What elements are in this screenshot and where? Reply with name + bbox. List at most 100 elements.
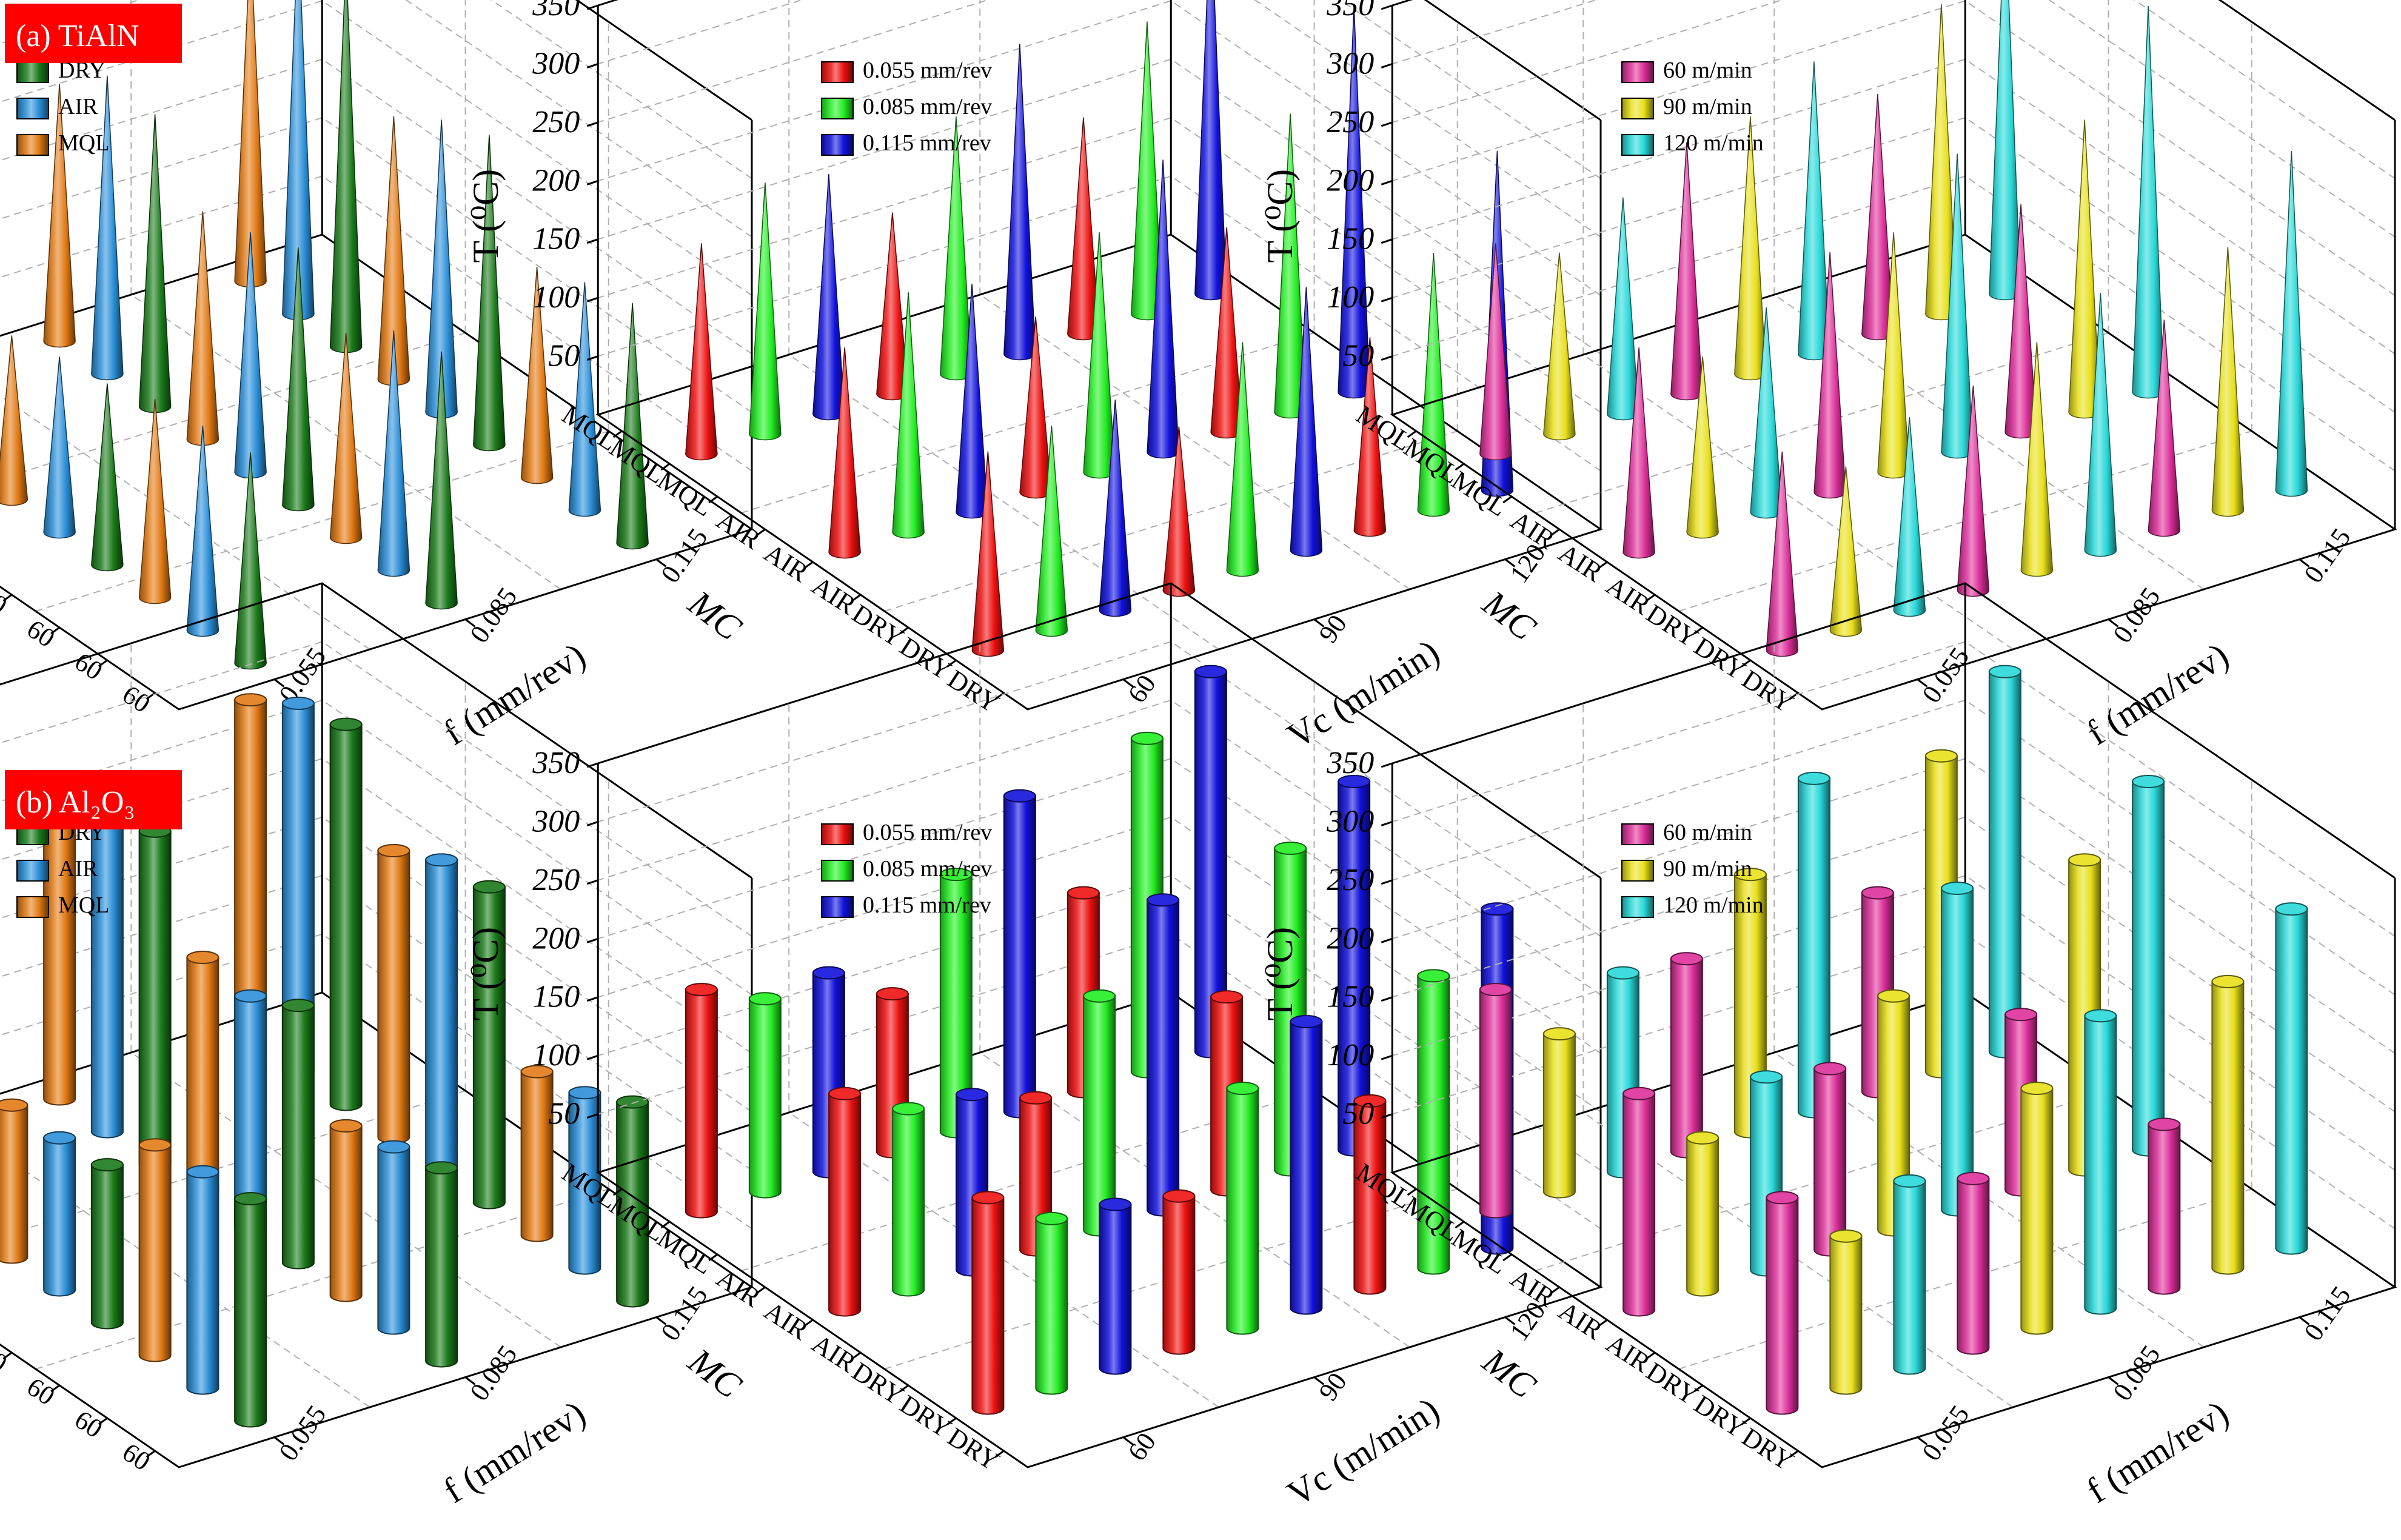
cylinder-top bbox=[1194, 665, 1227, 678]
cone-body bbox=[1686, 357, 1719, 539]
legend-label: 0.115 mm/rev bbox=[863, 130, 991, 156]
cone-body bbox=[1893, 417, 1926, 617]
cone-body bbox=[1766, 451, 1799, 657]
gridline bbox=[788, 354, 1219, 650]
data-mark bbox=[1988, 665, 2021, 1059]
data-mark bbox=[138, 1138, 172, 1362]
data-mark bbox=[971, 451, 1005, 657]
z-tick-label: 350 bbox=[1326, 0, 1374, 22]
data-mark bbox=[472, 880, 506, 1210]
z-tick-label: 350 bbox=[532, 746, 580, 780]
panel-title-bg bbox=[5, 4, 182, 63]
cylinder-body bbox=[1542, 1033, 1576, 1199]
cylinder-body bbox=[43, 1137, 76, 1297]
cylinder-body bbox=[971, 1197, 1005, 1415]
data-mark bbox=[43, 1131, 76, 1297]
cylinder-top bbox=[1274, 842, 1307, 855]
x-tick bbox=[1313, 1376, 1325, 1385]
gridline bbox=[1391, 175, 2396, 472]
z-tick-label: 250 bbox=[532, 863, 580, 897]
z-tick bbox=[586, 179, 598, 186]
x-tick-label: 0.115 bbox=[655, 1281, 714, 1346]
cylinder-top bbox=[568, 1086, 601, 1100]
legend-label: 0.115 mm/rev bbox=[863, 892, 991, 918]
legend-label: AIR bbox=[58, 856, 98, 882]
y-axis-label: MC bbox=[681, 583, 749, 649]
cylinder-body bbox=[377, 850, 410, 1144]
y-tick bbox=[1741, 659, 1751, 668]
data-mark bbox=[1766, 451, 1799, 657]
z-tick-label: 350 bbox=[532, 0, 580, 22]
z-tick-label: 200 bbox=[1327, 921, 1374, 956]
data-mark bbox=[425, 351, 458, 610]
gridline bbox=[1391, 933, 2396, 1230]
cylinder-body bbox=[748, 998, 782, 1199]
legend-swatch bbox=[1621, 61, 1654, 83]
z-tick bbox=[586, 4, 598, 10]
cylinder-top bbox=[1750, 1070, 1783, 1084]
data-mark bbox=[2084, 293, 2117, 557]
legend-label: 60 m/min bbox=[1663, 58, 1752, 83]
panel-title: (a) TiAlN bbox=[16, 19, 139, 53]
legend-label: 90 m/min bbox=[1663, 856, 1752, 882]
data-mark bbox=[1003, 44, 1036, 361]
z-tick-label: 50 bbox=[1342, 339, 1374, 373]
x-axis-label: Vc (m/min) bbox=[1281, 632, 1447, 756]
cone-body bbox=[186, 211, 219, 446]
y-tick-label: AIR bbox=[1505, 1263, 1561, 1313]
data-mark bbox=[1941, 882, 1974, 1217]
data-mark bbox=[1893, 1174, 1926, 1375]
data-mark bbox=[0, 1098, 28, 1264]
z-tick-label: 200 bbox=[532, 163, 580, 198]
cylinder-top bbox=[1766, 1191, 1799, 1205]
gridline bbox=[1582, 354, 2014, 650]
x-tick bbox=[1504, 1316, 1516, 1325]
z-tick-label: 100 bbox=[1327, 280, 1374, 315]
cylinder-body bbox=[892, 1108, 925, 1297]
cone-body bbox=[1734, 116, 1767, 381]
z-axis-label: T (⁰C) bbox=[1260, 169, 1300, 263]
cylinder-body bbox=[1226, 1088, 1259, 1335]
cylinder-top bbox=[2068, 853, 2101, 867]
data-mark bbox=[812, 174, 845, 421]
data-mark bbox=[1099, 400, 1132, 617]
cone-body bbox=[2211, 247, 2245, 517]
y-tick-label: AIR bbox=[759, 1296, 814, 1346]
cylinder-top bbox=[828, 1086, 862, 1100]
cone-body bbox=[91, 383, 124, 572]
cylinder-body bbox=[828, 1093, 862, 1317]
cylinder-top bbox=[1861, 886, 1894, 900]
data-mark bbox=[186, 1165, 219, 1395]
gridline bbox=[597, 933, 1601, 1230]
data-mark bbox=[377, 844, 410, 1144]
data-mark bbox=[520, 267, 554, 484]
legend-label: AIR bbox=[58, 94, 98, 119]
data-mark bbox=[138, 824, 172, 1171]
wall-top bbox=[1391, 582, 2396, 879]
cone-body bbox=[1353, 337, 1387, 537]
y-tick bbox=[851, 1351, 862, 1360]
legend-swatch bbox=[1621, 134, 1654, 156]
data-mark bbox=[2148, 320, 2181, 537]
z-tick-label: 250 bbox=[1327, 863, 1374, 897]
z-tick bbox=[586, 63, 598, 69]
cylinder-body bbox=[1147, 899, 1180, 1217]
cylinder-body bbox=[2275, 908, 2308, 1255]
cone-body bbox=[1099, 400, 1132, 617]
cone-body bbox=[43, 84, 76, 348]
data-mark bbox=[1670, 142, 1703, 401]
cylinder-body bbox=[2211, 981, 2245, 1275]
cylinder-top bbox=[1147, 893, 1180, 907]
cone-body bbox=[1162, 426, 1196, 597]
y-tick bbox=[98, 659, 108, 668]
gridline bbox=[0, 1090, 466, 1238]
cone-body bbox=[282, 247, 315, 512]
data-mark bbox=[1622, 347, 1655, 559]
y-tick bbox=[1502, 1253, 1512, 1262]
data-mark bbox=[1226, 342, 1259, 577]
data-mark bbox=[2275, 902, 2308, 1255]
legend-swatch bbox=[821, 896, 854, 918]
legend-swatch bbox=[1621, 823, 1654, 845]
data-mark bbox=[1479, 243, 1512, 461]
cylinder-top bbox=[1099, 1197, 1132, 1211]
